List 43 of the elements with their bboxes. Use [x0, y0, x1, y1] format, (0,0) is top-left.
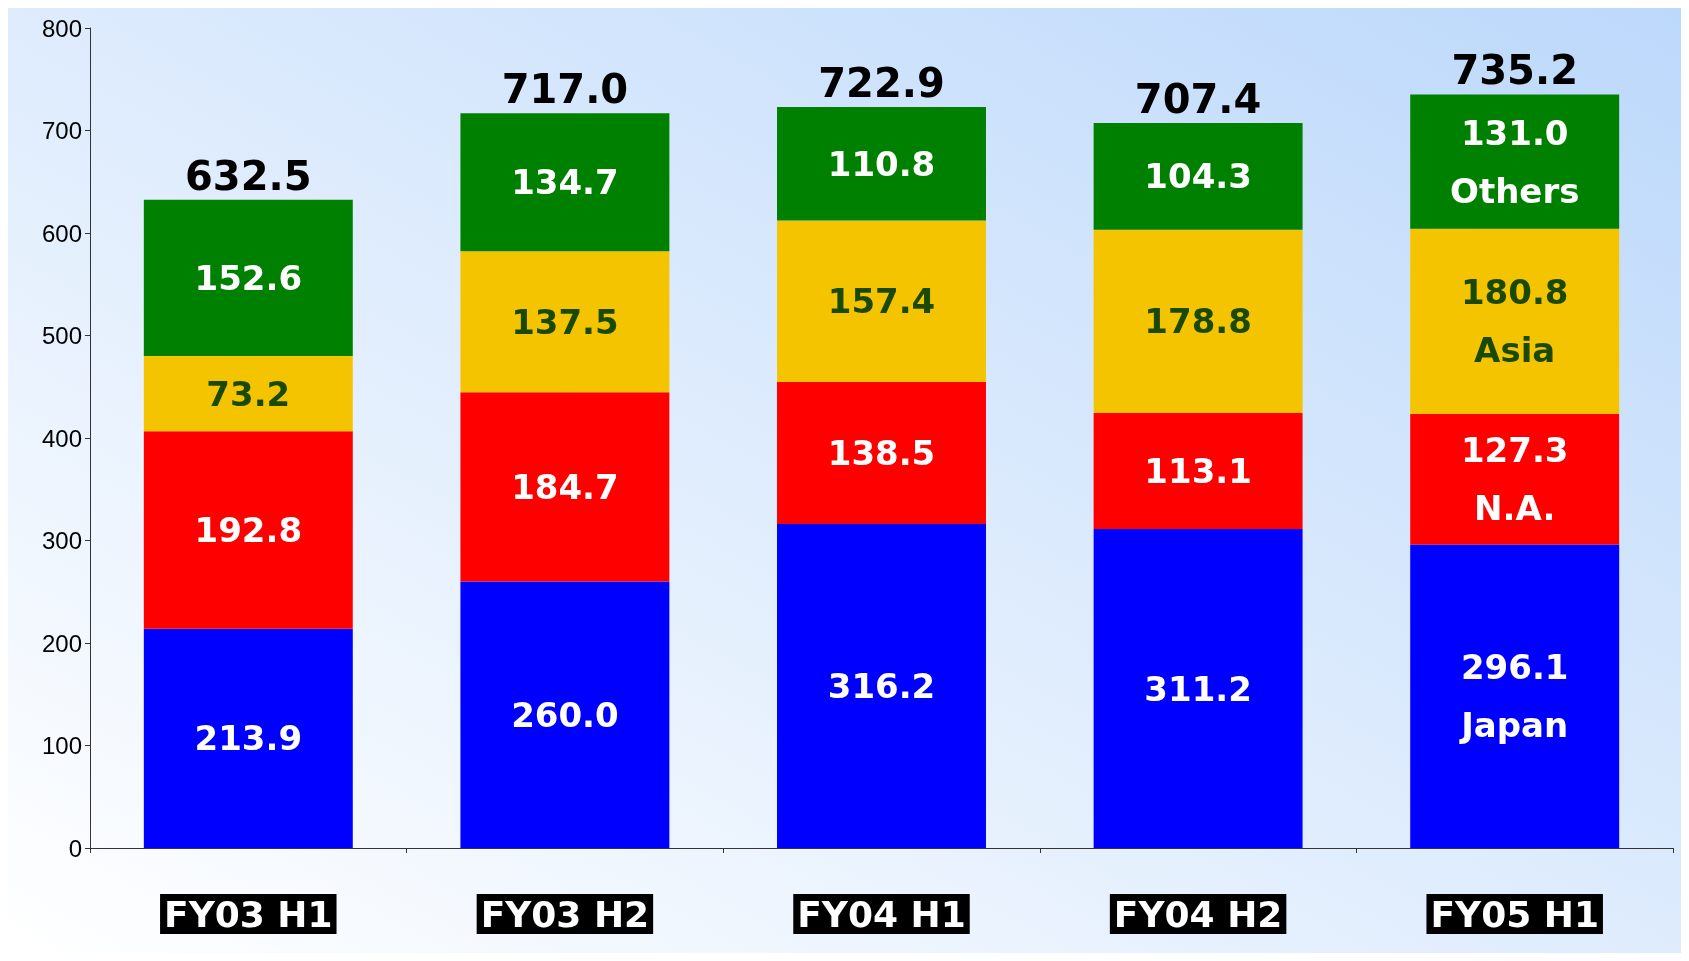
series-label: Asia: [1474, 330, 1556, 371]
data-label: 137.5: [511, 301, 619, 342]
data-label: 113.1: [1144, 451, 1252, 492]
y-tick-label: 500: [41, 322, 82, 349]
y-tick-label: 300: [41, 527, 82, 554]
data-label: 127.3: [1460, 430, 1569, 471]
data-label: 152.6: [194, 257, 303, 298]
data-label: 296.1: [1460, 647, 1569, 688]
data-label: 110.8: [827, 143, 936, 184]
data-label: 213.9: [194, 718, 303, 759]
data-label: 73.2: [206, 373, 291, 414]
x-tick-label: FY03 H2: [480, 893, 650, 935]
data-label: 260.0: [511, 694, 619, 735]
data-label: 184.7: [511, 466, 619, 507]
data-label: 178.8: [1144, 301, 1252, 342]
y-tick-label: 0: [68, 834, 82, 862]
total-label: 717.0: [501, 66, 629, 113]
x-tick-label: FY05 H1: [1430, 893, 1599, 935]
total-label: 722.9: [818, 60, 945, 107]
x-tick-label: FY04 H2: [1113, 893, 1283, 935]
data-label: 157.4: [827, 281, 936, 322]
series-label: Japan: [1459, 705, 1569, 746]
y-tick-label: 700: [41, 117, 82, 144]
total-label: 707.4: [1134, 75, 1262, 122]
y-tick-label: 400: [41, 424, 82, 452]
data-label: 316.2: [827, 665, 936, 706]
y-tick-label: 800: [41, 14, 82, 42]
y-tick-label: 200: [41, 629, 82, 657]
total-label: 632.5: [185, 152, 312, 199]
series-label: Others: [1449, 170, 1580, 211]
x-tick-label: FY03 H1: [164, 893, 333, 935]
data-label: 180.8: [1460, 272, 1569, 313]
data-label: 131.0: [1460, 112, 1569, 153]
data-label: 104.3: [1144, 156, 1252, 197]
y-tick-label: 600: [41, 219, 82, 247]
data-label: 138.5: [827, 432, 936, 473]
x-tick-label: FY04 H1: [797, 893, 966, 935]
y-tick-label: 100: [41, 732, 82, 759]
series-label: N.A.: [1474, 488, 1556, 529]
data-label: 134.7: [511, 162, 619, 203]
total-label: 735.2: [1451, 47, 1578, 94]
data-label: 311.2: [1144, 668, 1252, 709]
data-label: 192.8: [194, 509, 303, 550]
